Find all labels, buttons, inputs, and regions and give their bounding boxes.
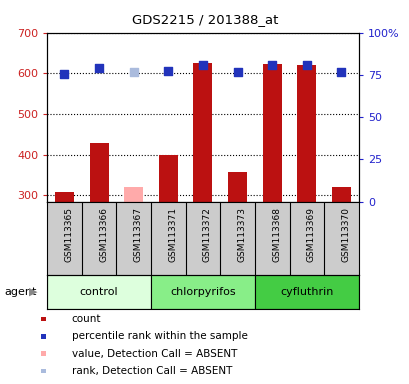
Text: GSM113367: GSM113367 — [133, 207, 142, 262]
Text: GSM113368: GSM113368 — [272, 207, 281, 262]
Text: cyfluthrin: cyfluthrin — [279, 287, 333, 297]
Text: chlorpyrifos: chlorpyrifos — [170, 287, 235, 297]
Point — [130, 69, 137, 75]
Point — [165, 68, 171, 74]
Text: GDS2215 / 201388_at: GDS2215 / 201388_at — [131, 13, 278, 26]
Text: rank, Detection Call = ABSENT: rank, Detection Call = ABSENT — [72, 366, 231, 376]
Bar — [158, 155, 178, 202]
Point — [234, 68, 240, 74]
Bar — [297, 65, 316, 202]
Text: count: count — [72, 314, 101, 324]
Point — [337, 69, 344, 75]
Bar — [151, 275, 254, 309]
Text: GSM113366: GSM113366 — [99, 207, 108, 262]
Text: percentile rank within the sample: percentile rank within the sample — [72, 331, 247, 341]
Text: GSM113372: GSM113372 — [202, 207, 211, 262]
Point — [61, 71, 67, 77]
Text: GSM113373: GSM113373 — [237, 207, 246, 262]
Bar — [331, 187, 350, 202]
Bar — [227, 172, 247, 202]
Text: GSM113365: GSM113365 — [64, 207, 73, 262]
Text: GSM113371: GSM113371 — [168, 207, 177, 262]
Text: GSM113370: GSM113370 — [341, 207, 350, 262]
Bar — [262, 65, 281, 202]
Text: ▶: ▶ — [29, 287, 38, 297]
Bar — [55, 192, 74, 202]
Bar — [47, 275, 151, 309]
Bar — [193, 63, 212, 202]
Bar — [254, 275, 358, 309]
Text: GSM113369: GSM113369 — [306, 207, 315, 262]
Point — [303, 62, 309, 68]
Text: value, Detection Call = ABSENT: value, Detection Call = ABSENT — [72, 349, 236, 359]
Text: control: control — [80, 287, 118, 297]
Point — [96, 65, 102, 71]
Bar — [124, 187, 143, 202]
Bar — [89, 143, 108, 202]
Text: agent: agent — [4, 287, 36, 297]
Point — [199, 62, 206, 68]
Point — [268, 62, 275, 68]
